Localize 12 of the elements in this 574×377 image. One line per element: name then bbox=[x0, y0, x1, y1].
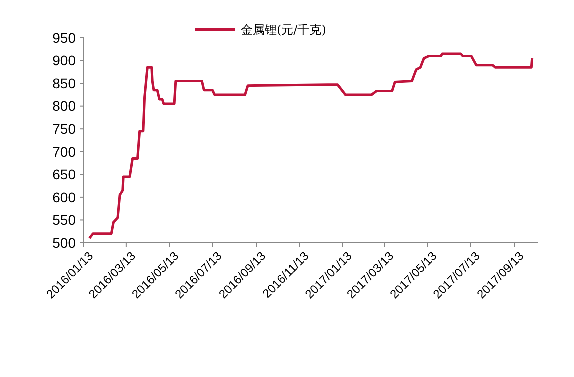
y-tick-label: 850 bbox=[52, 75, 76, 92]
y-tick-label: 950 bbox=[52, 30, 76, 46]
y-tick-label: 600 bbox=[52, 189, 76, 206]
y-tick-label: 500 bbox=[52, 234, 76, 251]
y-tick-label: 650 bbox=[52, 166, 76, 183]
line-series bbox=[88, 52, 534, 240]
y-tick-label: 800 bbox=[52, 98, 76, 114]
y-tick-label: 700 bbox=[52, 144, 76, 160]
legend-label: 金属锂(元/千克) bbox=[241, 23, 326, 38]
y-tick-label: 900 bbox=[52, 52, 76, 69]
y-tick-label: 750 bbox=[52, 121, 76, 138]
y-tick-label: 550 bbox=[52, 212, 76, 228]
